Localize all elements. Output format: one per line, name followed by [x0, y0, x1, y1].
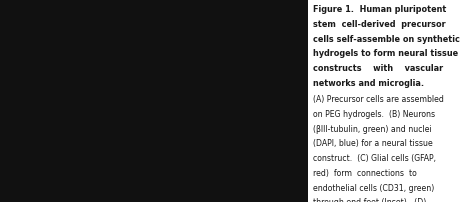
Text: construct.  (C) Glial cells (GFAP,: construct. (C) Glial cells (GFAP,: [313, 154, 436, 163]
Text: (A) Precursor cells are assembled: (A) Precursor cells are assembled: [313, 95, 444, 104]
Text: stem  cell-derived  precursor: stem cell-derived precursor: [313, 20, 446, 29]
Text: hydrogels to form neural tissue: hydrogels to form neural tissue: [313, 49, 458, 58]
Text: endothelial cells (CD31, green): endothelial cells (CD31, green): [313, 184, 434, 193]
Text: Figure 1.  Human pluripotent: Figure 1. Human pluripotent: [313, 5, 447, 14]
Text: (DAPI, blue) for a neural tissue: (DAPI, blue) for a neural tissue: [313, 139, 433, 148]
Text: on PEG hydrogels.  (B) Neurons: on PEG hydrogels. (B) Neurons: [313, 110, 435, 119]
Text: red)  form  connections  to: red) form connections to: [313, 169, 417, 178]
Text: through end feet (Inset).  (D): through end feet (Inset). (D): [313, 198, 426, 202]
Text: networks and microglia.: networks and microglia.: [313, 79, 424, 88]
Text: cells self-assemble on synthetic: cells self-assemble on synthetic: [313, 35, 460, 44]
Text: (βIII-tubulin, green) and nuclei: (βIII-tubulin, green) and nuclei: [313, 125, 432, 134]
Text: constructs    with    vascular: constructs with vascular: [313, 64, 443, 73]
